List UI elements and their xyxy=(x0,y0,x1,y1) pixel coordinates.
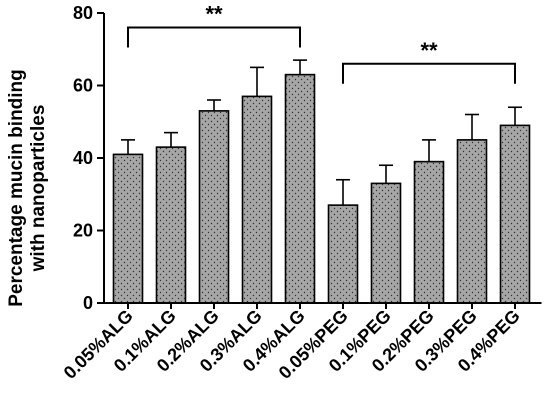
bar-0.2%ALG xyxy=(198,110,230,304)
y-tick-label-80: 80 xyxy=(73,3,93,23)
bar-0.05%ALG xyxy=(112,153,144,304)
bar-0.1%PEG xyxy=(370,182,402,304)
bar-0.05%PEG xyxy=(327,204,359,304)
y-axis-label-line-1: Percentage mucin binding xyxy=(6,69,27,307)
significance-label-2: ** xyxy=(420,38,438,63)
y-axis-label: Percentage mucin binding with nanopartic… xyxy=(6,69,49,307)
bar-0.3%PEG xyxy=(456,139,488,304)
significance-bracket-1 xyxy=(127,26,301,48)
y-tick-label-60: 60 xyxy=(73,76,93,96)
bar-0.3%ALG xyxy=(241,95,273,304)
bar-0.2%PEG xyxy=(413,160,445,304)
y-tick-label-20: 20 xyxy=(73,221,93,241)
significance-bracket-2 xyxy=(342,62,516,84)
y-tick-label-0: 0 xyxy=(83,293,93,313)
bar-0.4%PEG xyxy=(499,124,531,304)
bar-0.1%ALG xyxy=(155,146,187,304)
bar-0.4%ALG xyxy=(284,73,316,304)
significance-label-1: ** xyxy=(205,2,223,27)
y-axis-label-line-2: with nanoparticles xyxy=(28,105,49,273)
y-tick-label-40: 40 xyxy=(73,148,93,168)
